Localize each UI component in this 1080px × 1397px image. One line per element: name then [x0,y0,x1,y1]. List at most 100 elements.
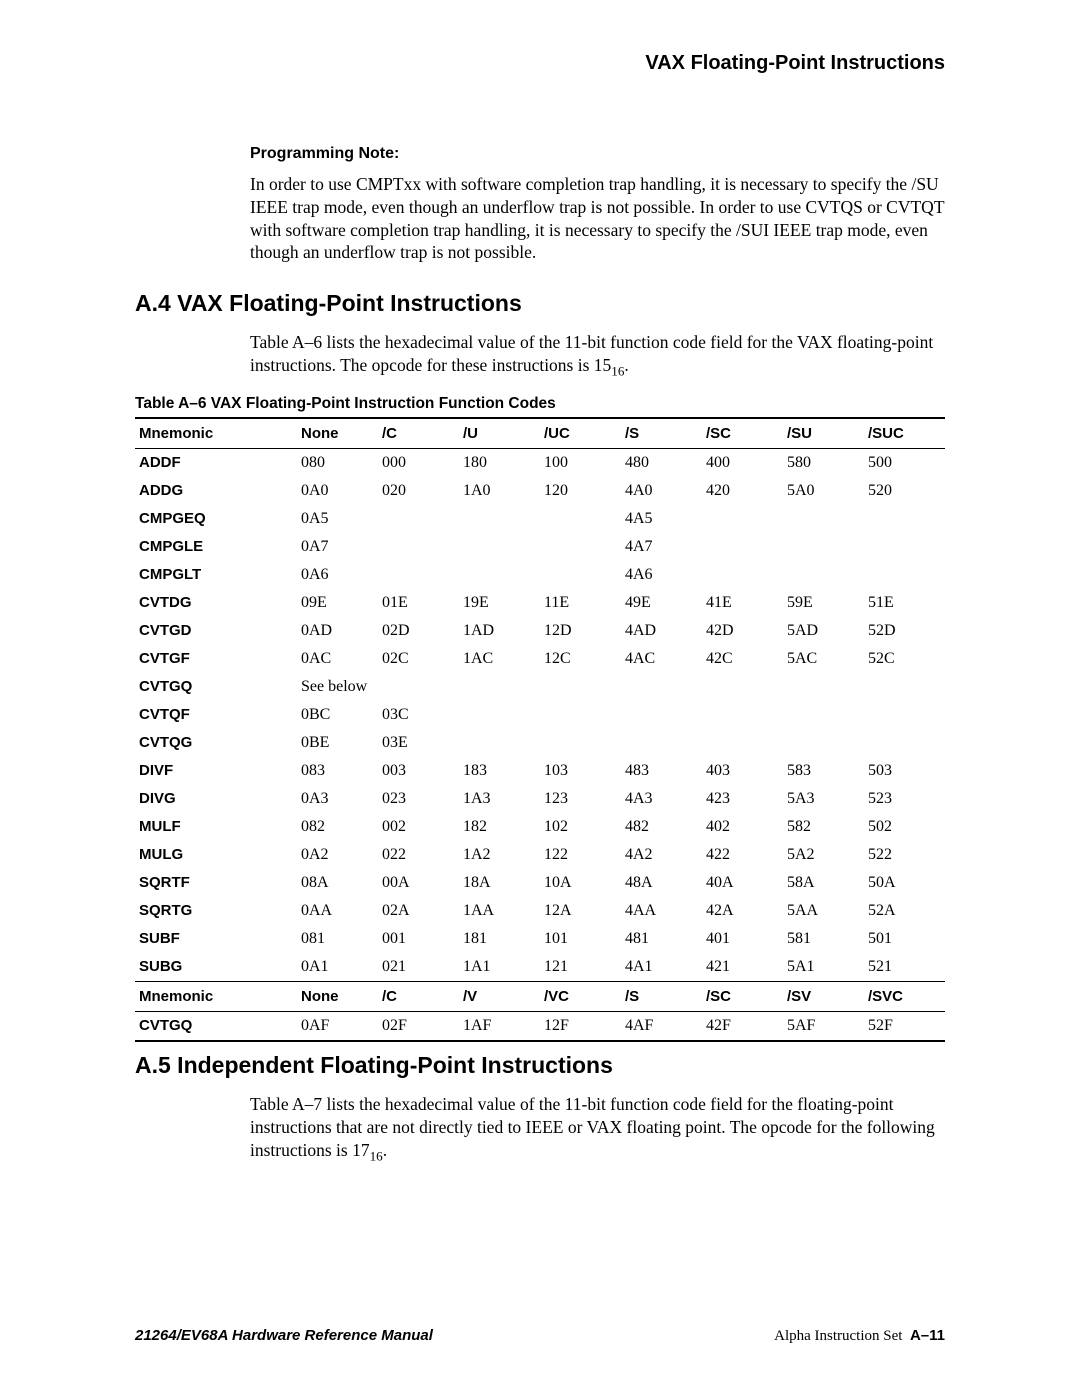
cell-value: 5AF [783,1012,864,1042]
cell-value [783,673,864,701]
cell-value [783,701,864,729]
cell-value: 5A2 [783,841,864,869]
cell-mnemonic: ADDG [135,477,297,505]
cell-value [378,505,459,533]
th-uc: /UC [540,418,621,449]
subheader-cell: /SC [702,982,783,1012]
subheader-cell: /SVC [864,982,945,1012]
cell-value [378,561,459,589]
cell-value: 502 [864,813,945,841]
cell-value [459,729,540,757]
cell-value: 481 [621,925,702,953]
cell-value: 401 [702,925,783,953]
cell-value: 103 [540,757,621,785]
cell-value: 40A [702,869,783,897]
cell-value [783,533,864,561]
cell-value: 0A3 [297,785,378,813]
cell-value: 08A [297,869,378,897]
cell-value: 12C [540,645,621,673]
table-row: SQRTG0AA02A1AA12A4AA42A5AA52A [135,897,945,925]
cell-value [378,673,459,701]
cell-value: 420 [702,477,783,505]
cell-value: 500 [864,449,945,478]
cell-value [621,701,702,729]
footer-left: 21264/EV68A Hardware Reference Manual [135,1327,433,1345]
cell-value: 520 [864,477,945,505]
cell-value [864,701,945,729]
cell-mnemonic: CVTQG [135,729,297,757]
cell-value: 12F [540,1012,621,1042]
cell-value: 422 [702,841,783,869]
cell-value [864,533,945,561]
cell-value: 0A7 [297,533,378,561]
cell-value: 18A [459,869,540,897]
cell-value [459,701,540,729]
cell-value: 02D [378,617,459,645]
cell-value: 022 [378,841,459,869]
cell-value: 5A3 [783,785,864,813]
cell-value: 182 [459,813,540,841]
cell-value: 0AD [297,617,378,645]
subheader-cell: /S [621,982,702,1012]
note-body: In order to use CMPTxx with software com… [250,173,945,264]
subheader-cell: /C [378,982,459,1012]
cell-value: 582 [783,813,864,841]
cell-value: 4AC [621,645,702,673]
cell-value [459,561,540,589]
cell-value: 19E [459,589,540,617]
th-s: /S [621,418,702,449]
section-a5-heading: A.5 Independent Floating-Point Instructi… [135,1052,945,1079]
table-row: MULG0A20221A21224A24225A2522 [135,841,945,869]
cell-value: 4A5 [621,505,702,533]
cell-value: 0A2 [297,841,378,869]
th-none: None [297,418,378,449]
cell-value: 51E [864,589,945,617]
th-mnemonic: Mnemonic [135,418,297,449]
cell-value: 120 [540,477,621,505]
cell-value: 000 [378,449,459,478]
th-sc: /SC [702,418,783,449]
cell-value: 583 [783,757,864,785]
cell-value: 59E [783,589,864,617]
cell-value: 101 [540,925,621,953]
cell-mnemonic: CVTGQ [135,673,297,701]
cell-value: 52D [864,617,945,645]
cell-value [702,673,783,701]
cell-value: 581 [783,925,864,953]
cell-value: 002 [378,813,459,841]
cell-value: 02C [378,645,459,673]
programming-note: Programming Note: In order to use CMPTxx… [250,145,945,264]
cell-value: 1A0 [459,477,540,505]
cell-value: 0A5 [297,505,378,533]
cell-mnemonic: CVTDG [135,589,297,617]
cell-value: 10A [540,869,621,897]
cell-value: 1AF [459,1012,540,1042]
cell-value [702,505,783,533]
cell-value: 021 [378,953,459,982]
cell-value: 41E [702,589,783,617]
subheader-cell: /V [459,982,540,1012]
cell-value: 1AC [459,645,540,673]
cell-mnemonic: CVTGQ [135,1012,297,1042]
cell-value [621,673,702,701]
cell-value: 52C [864,645,945,673]
cell-mnemonic: DIVG [135,785,297,813]
table-row: CVTDG09E01E19E11E49E41E59E51E [135,589,945,617]
cell-value: 48A [621,869,702,897]
table-row: DIVF083003183103483403583503 [135,757,945,785]
cell-mnemonic: CVTGF [135,645,297,673]
cell-mnemonic: DIVF [135,757,297,785]
cell-value [540,729,621,757]
note-title: Programming Note: [250,145,945,163]
cell-value: 0A1 [297,953,378,982]
cell-value: 0A6 [297,561,378,589]
cell-value: 403 [702,757,783,785]
footer-right: Alpha Instruction Set A–11 [774,1327,945,1345]
cell-value: 180 [459,449,540,478]
cell-value: 080 [297,449,378,478]
cell-value: 521 [864,953,945,982]
cell-value: 503 [864,757,945,785]
cell-value: 423 [702,785,783,813]
cell-mnemonic: SUBF [135,925,297,953]
cell-mnemonic: CVTQF [135,701,297,729]
